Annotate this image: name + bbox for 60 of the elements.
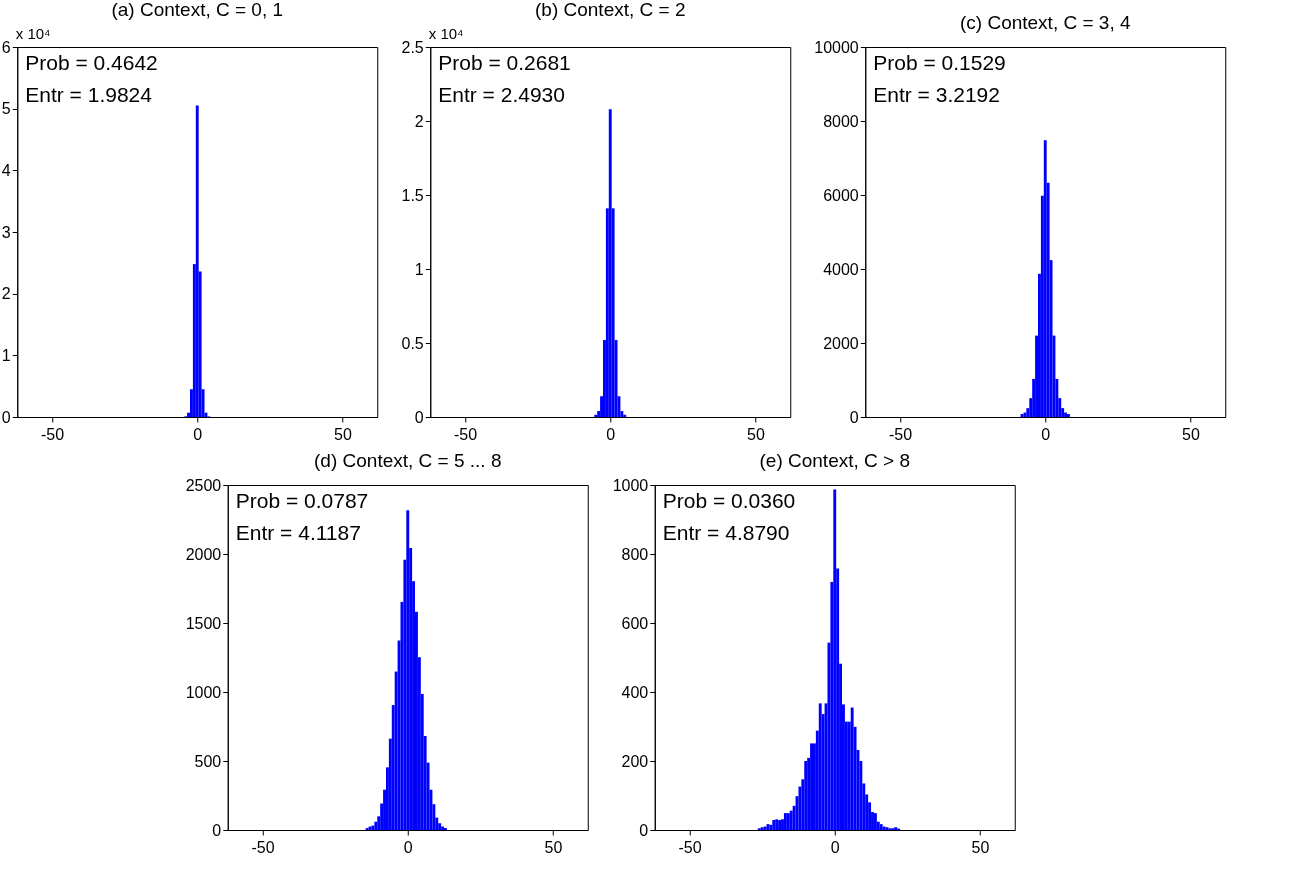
- y-tick-label: 0: [849, 408, 859, 426]
- x-tick-label: 0: [1041, 425, 1051, 443]
- annotation: Entr = 1.9824: [25, 83, 153, 106]
- y-tick-label: 6000: [823, 186, 859, 204]
- x-tick-label: 50: [544, 838, 563, 856]
- y-tick-label: 8000: [823, 112, 859, 130]
- annotation: Prob = 0.1529: [873, 51, 1006, 74]
- annotation: Entr = 2.4930: [438, 83, 565, 106]
- y-tick-label: 1.5: [401, 186, 424, 204]
- x-tick-label: -50: [454, 425, 478, 443]
- y-tick-label: 1: [1, 346, 11, 364]
- y-tick-label: 400: [621, 683, 649, 701]
- annotation: Prob = 0.0787: [235, 489, 369, 512]
- y-tick-label: 1000: [612, 476, 649, 494]
- y-axis-title: x 10⁴: [428, 24, 464, 42]
- annotation: Entr = 3.2192: [873, 83, 1000, 106]
- x-tick-label: 50: [971, 838, 990, 856]
- y-tick-label: 0: [639, 821, 649, 839]
- annotation: Prob = 0.0360: [662, 489, 796, 512]
- y-tick-label: 0.5: [401, 334, 424, 352]
- chart-title: (e) Context, C > 8: [759, 450, 910, 471]
- y-tick-label: 4: [1, 161, 11, 179]
- x-tick-label: 0: [606, 425, 616, 443]
- y-tick-label: 5: [1, 100, 11, 118]
- y-tick-label: 1500: [185, 614, 222, 632]
- chart-title: (c) Context, C = 3, 4: [959, 12, 1131, 33]
- y-tick-label: 4000: [823, 260, 859, 278]
- y-axis-title: x 10⁴: [15, 24, 51, 42]
- x-tick-label: -50: [41, 425, 65, 443]
- y-tick-label: 10000: [814, 38, 859, 56]
- y-tick-label: 2: [414, 112, 424, 130]
- x-tick-label: 50: [747, 425, 765, 443]
- x-tick-label: -50: [678, 838, 702, 856]
- y-tick-label: 0: [414, 408, 424, 426]
- y-tick-label: 2000: [823, 334, 859, 352]
- y-tick-label: 0: [1, 408, 11, 426]
- annotation: Prob = 0.2681: [438, 51, 571, 74]
- annotation: Entr = 4.8790: [662, 521, 790, 544]
- x-tick-label: -50: [251, 838, 275, 856]
- y-tick-label: 6: [1, 38, 11, 56]
- y-tick-label: 200: [621, 752, 649, 770]
- y-tick-label: 500: [194, 752, 222, 770]
- y-tick-label: 3: [1, 223, 11, 241]
- y-tick-label: 800: [621, 545, 649, 563]
- y-tick-label: 2: [1, 285, 11, 303]
- chart-title: (d) Context, C = 5 ... 8: [314, 450, 502, 471]
- x-tick-label: 50: [334, 425, 352, 443]
- y-tick-label: 2000: [185, 545, 222, 563]
- chart-title: (b) Context, C = 2: [535, 0, 686, 20]
- y-tick-label: 1: [414, 260, 424, 278]
- y-tick-label: 2.5: [401, 38, 424, 56]
- annotation: Entr = 4.1187: [235, 521, 361, 544]
- chart-title: (a) Context, C = 0, 1: [111, 0, 284, 20]
- y-tick-label: 1000: [185, 683, 222, 701]
- y-tick-label: 2500: [185, 476, 222, 494]
- y-tick-label: 600: [621, 614, 649, 632]
- x-tick-label: -50: [889, 425, 913, 443]
- y-tick-label: 0: [212, 821, 222, 839]
- annotation: Prob = 0.4642: [25, 51, 158, 74]
- x-tick-label: 50: [1182, 425, 1200, 443]
